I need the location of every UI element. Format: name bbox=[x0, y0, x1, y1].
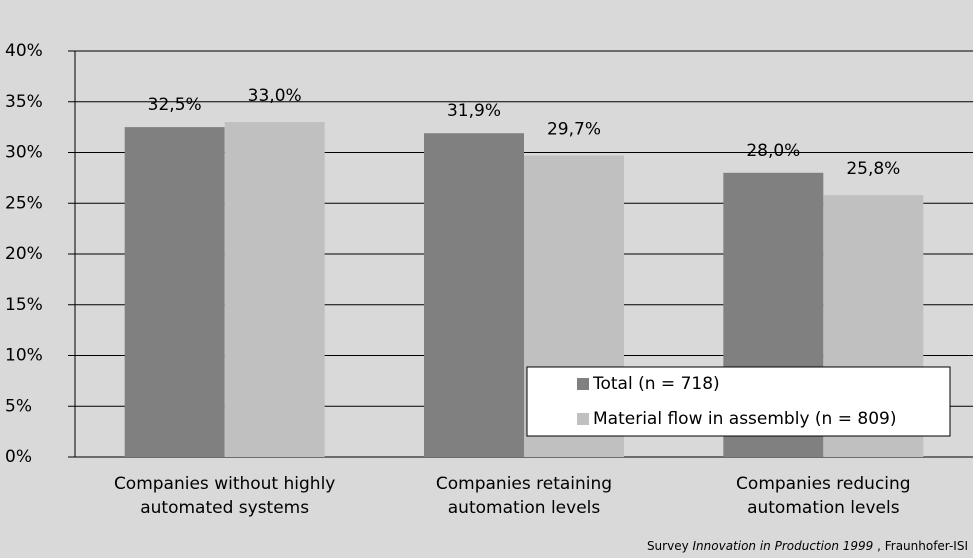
y-tick-label: 10% bbox=[5, 346, 43, 366]
source-note: Survey Innovation in Production 1999 , F… bbox=[647, 539, 968, 553]
y-tick-label: 30% bbox=[5, 143, 43, 163]
value-label: 33,0% bbox=[248, 86, 302, 106]
source-prefix: Survey bbox=[647, 539, 693, 553]
legend-box bbox=[526, 366, 951, 437]
value-label: 28,0% bbox=[746, 141, 800, 161]
y-tick-label: 25% bbox=[5, 193, 43, 213]
legend-label: Material flow in assembly (n = 809) bbox=[593, 409, 896, 429]
y-tick-label: 15% bbox=[5, 295, 43, 315]
value-label: 29,7% bbox=[547, 120, 601, 140]
value-label: 31,9% bbox=[447, 101, 501, 121]
x-tick-label: Companies without highly automated syste… bbox=[113, 474, 336, 518]
y-tick-label: 5% bbox=[5, 396, 32, 416]
legend-label: Total (n = 718) bbox=[592, 374, 720, 394]
y-tick-label: 20% bbox=[5, 244, 43, 264]
bar bbox=[124, 127, 225, 457]
value-label: 32,5% bbox=[148, 95, 202, 115]
bar bbox=[224, 122, 325, 458]
source-title: Innovation in Production 1999 bbox=[693, 539, 874, 553]
x-tick-label: Companies retaining automation levels bbox=[435, 474, 613, 518]
y-tick-label: 35% bbox=[5, 92, 43, 112]
y-tick-label: 40% bbox=[5, 41, 43, 61]
legend-swatch bbox=[577, 378, 589, 390]
legend-swatch bbox=[577, 413, 589, 425]
x-tick-label: Companies reducing automation levels bbox=[736, 474, 911, 518]
y-tick-label: 0% bbox=[5, 447, 32, 467]
bar bbox=[424, 133, 524, 457]
source-suffix: , Fraunhofer-ISI bbox=[873, 539, 968, 553]
value-label: 25,8% bbox=[846, 159, 900, 179]
